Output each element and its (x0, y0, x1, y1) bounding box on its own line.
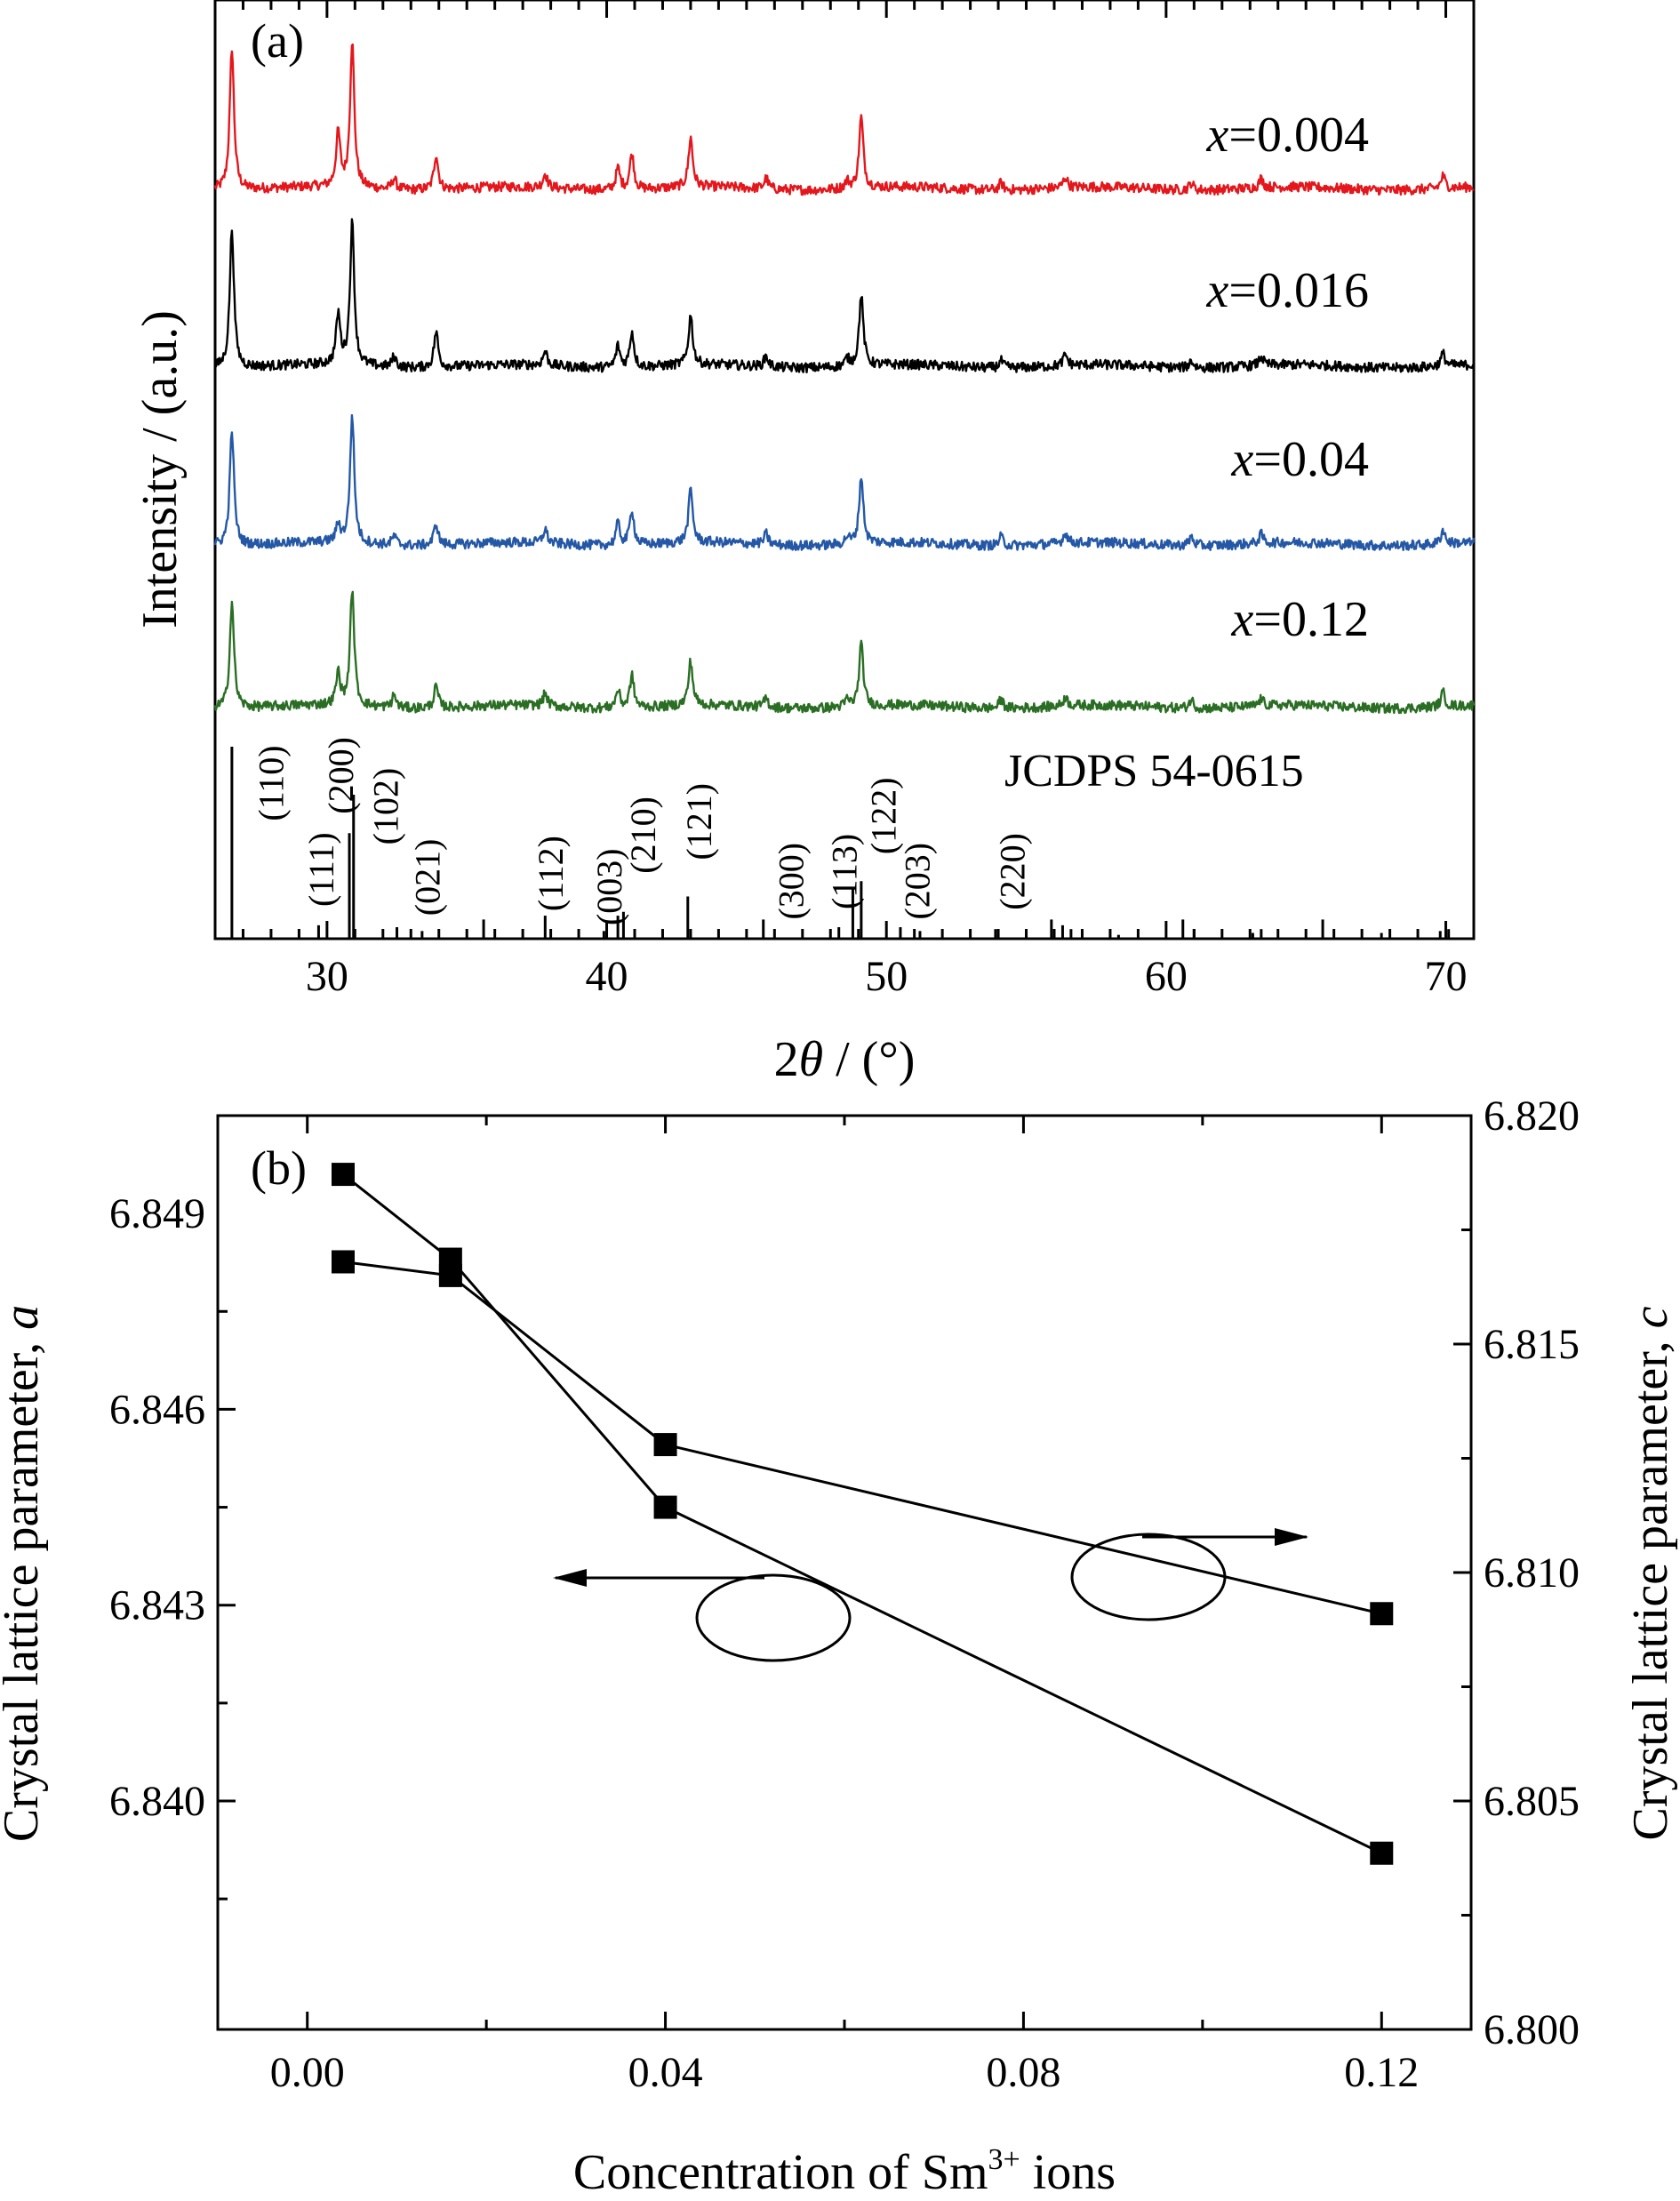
xrd-trace (213, 218, 1476, 373)
series-label-var: x (1231, 592, 1254, 647)
right-tick-label: 6.820 (1484, 1092, 1580, 1140)
x-title-suffix: / (°) (823, 1032, 915, 1087)
right-tick-label: 6.815 (1484, 1321, 1580, 1368)
x-title-prefix: 2 (774, 1032, 799, 1087)
left-series-point (1370, 1841, 1394, 1865)
panel-b-left-axis-title: Crystal lattice parameter, a (0, 1305, 49, 1842)
series-label: x=0.016 (1206, 263, 1369, 318)
panel-b-ticks: 0.00 0.04 0.08 0.12 6.840 6.843 6.846 6.849 6.80… (109, 1092, 1580, 2096)
panel-a-x-axis-title: 2θ / (°) (774, 1032, 916, 1087)
hkl-label: (210) (623, 796, 663, 874)
series-label: x=0.04 (1231, 432, 1369, 487)
hkl-label: (113) (825, 834, 865, 909)
left-title-var: a (0, 1305, 49, 1330)
panel-b-x-axis-title: Concentration of Sm3+ ions (573, 2143, 1116, 2200)
left-arrowhead-icon (553, 1569, 587, 1587)
left-series-line (342, 1173, 1382, 1855)
hkl-label: (220) (992, 833, 1032, 910)
xrd-trace (213, 590, 1476, 715)
panel-a-reference: (110)(111) (200) (102)(021) (112) (003)(210)… (230, 737, 1451, 939)
left-series-point (653, 1495, 677, 1519)
hkl-label: (003) (589, 848, 629, 925)
right-tick-label: 6.810 (1484, 1549, 1580, 1597)
hkl-label: (121) (679, 783, 719, 860)
hkl-label: (110) (251, 745, 291, 820)
panel-a: (a) 30 40 50 60 70 x=0.004x=0.016x=0.04x=0.1… (132, 0, 1476, 1087)
x-tick-label: 70 (1425, 953, 1468, 1000)
x-title-main: Concentration of Sm (573, 2145, 988, 2200)
hkl-label: (112) (531, 836, 571, 911)
hkl-label: (203) (897, 843, 937, 920)
series-label-value: =0.12 (1253, 592, 1369, 647)
x-tick-label: 0.12 (1344, 2049, 1419, 2096)
right-series-point (438, 1263, 462, 1287)
x-tick-label: 50 (865, 953, 908, 1000)
right-tick-label: 6.805 (1484, 1778, 1580, 1825)
hkl-label: (021) (408, 839, 448, 916)
left-series-point (332, 1163, 355, 1187)
panel-b-series (332, 1163, 1394, 1865)
series-label-value: =0.04 (1253, 432, 1369, 487)
right-title-text: Crystal lattice parameter, (1623, 1328, 1678, 1840)
series-label-var: x (1206, 108, 1229, 163)
x-tick-label: 0.08 (986, 2049, 1060, 2096)
left-axis-ellipse (695, 1573, 852, 1662)
right-series-point (332, 1250, 355, 1274)
left-title-text: Crystal lattice parameter, (0, 1330, 49, 1842)
right-arrowhead-icon (1275, 1528, 1308, 1546)
series-label: x=0.004 (1206, 108, 1369, 163)
x-title-sup: 3+ (988, 2143, 1020, 2176)
panel-a-y-axis-title: Intensity / (a.u.) (132, 310, 188, 628)
x-title-symbol: θ (799, 1032, 824, 1087)
right-series-point (653, 1433, 677, 1457)
axis-annotations (553, 1528, 1308, 1662)
series-label: x=0.12 (1231, 592, 1369, 647)
panel-b-label: (b) (251, 1141, 307, 1195)
xrd-trace (213, 43, 1475, 196)
reference-name: JCDPS 54-0615 (1004, 746, 1304, 796)
x-tick-label: 40 (586, 953, 628, 1000)
right-title-var: c (1623, 1306, 1678, 1328)
left-tick-label: 6.843 (109, 1582, 205, 1629)
panel-a-label: (a) (251, 14, 304, 68)
right-series-line (342, 1261, 1382, 1615)
series-label-value: =0.004 (1228, 108, 1369, 163)
right-tick-label: 6.800 (1484, 2006, 1580, 2053)
panel-b-right-axis-title: Crystal lattice parameter, c (1623, 1306, 1678, 1840)
series-label-var: x (1206, 263, 1229, 318)
x-tick-label: 0.00 (270, 2049, 345, 2096)
panel-b-frame (216, 1114, 1473, 2031)
hkl-label: (300) (772, 843, 812, 920)
panel-a-traces (213, 43, 1476, 715)
right-series-point (1370, 1602, 1394, 1626)
left-tick-label: 6.849 (109, 1190, 205, 1237)
series-label-var: x (1231, 432, 1254, 487)
x-tick-label: 60 (1145, 953, 1188, 1000)
x-tick-label: 0.04 (628, 2049, 703, 2096)
xrd-trace (213, 413, 1476, 551)
x-tick-label: 30 (306, 953, 348, 1000)
panel-b: (b) 0.00 0.04 0.08 0.12 6.840 6.843 6.846 6.849… (0, 1092, 1678, 2200)
hkl-label: (102) (365, 768, 405, 845)
series-label-value: =0.016 (1228, 263, 1369, 318)
panel-a-frame (213, 0, 1476, 940)
hkl-label: (200) (321, 737, 361, 814)
right-axis-ellipse (1070, 1533, 1227, 1621)
panel-a-x-ticks: 30 40 50 60 70 (213, 0, 1476, 1000)
left-tick-label: 6.846 (109, 1386, 205, 1433)
hkl-label: (111) (301, 832, 341, 907)
hkl-label: (122) (864, 777, 904, 854)
x-title-end: ions (1020, 2145, 1116, 2200)
left-tick-label: 6.840 (109, 1778, 205, 1825)
